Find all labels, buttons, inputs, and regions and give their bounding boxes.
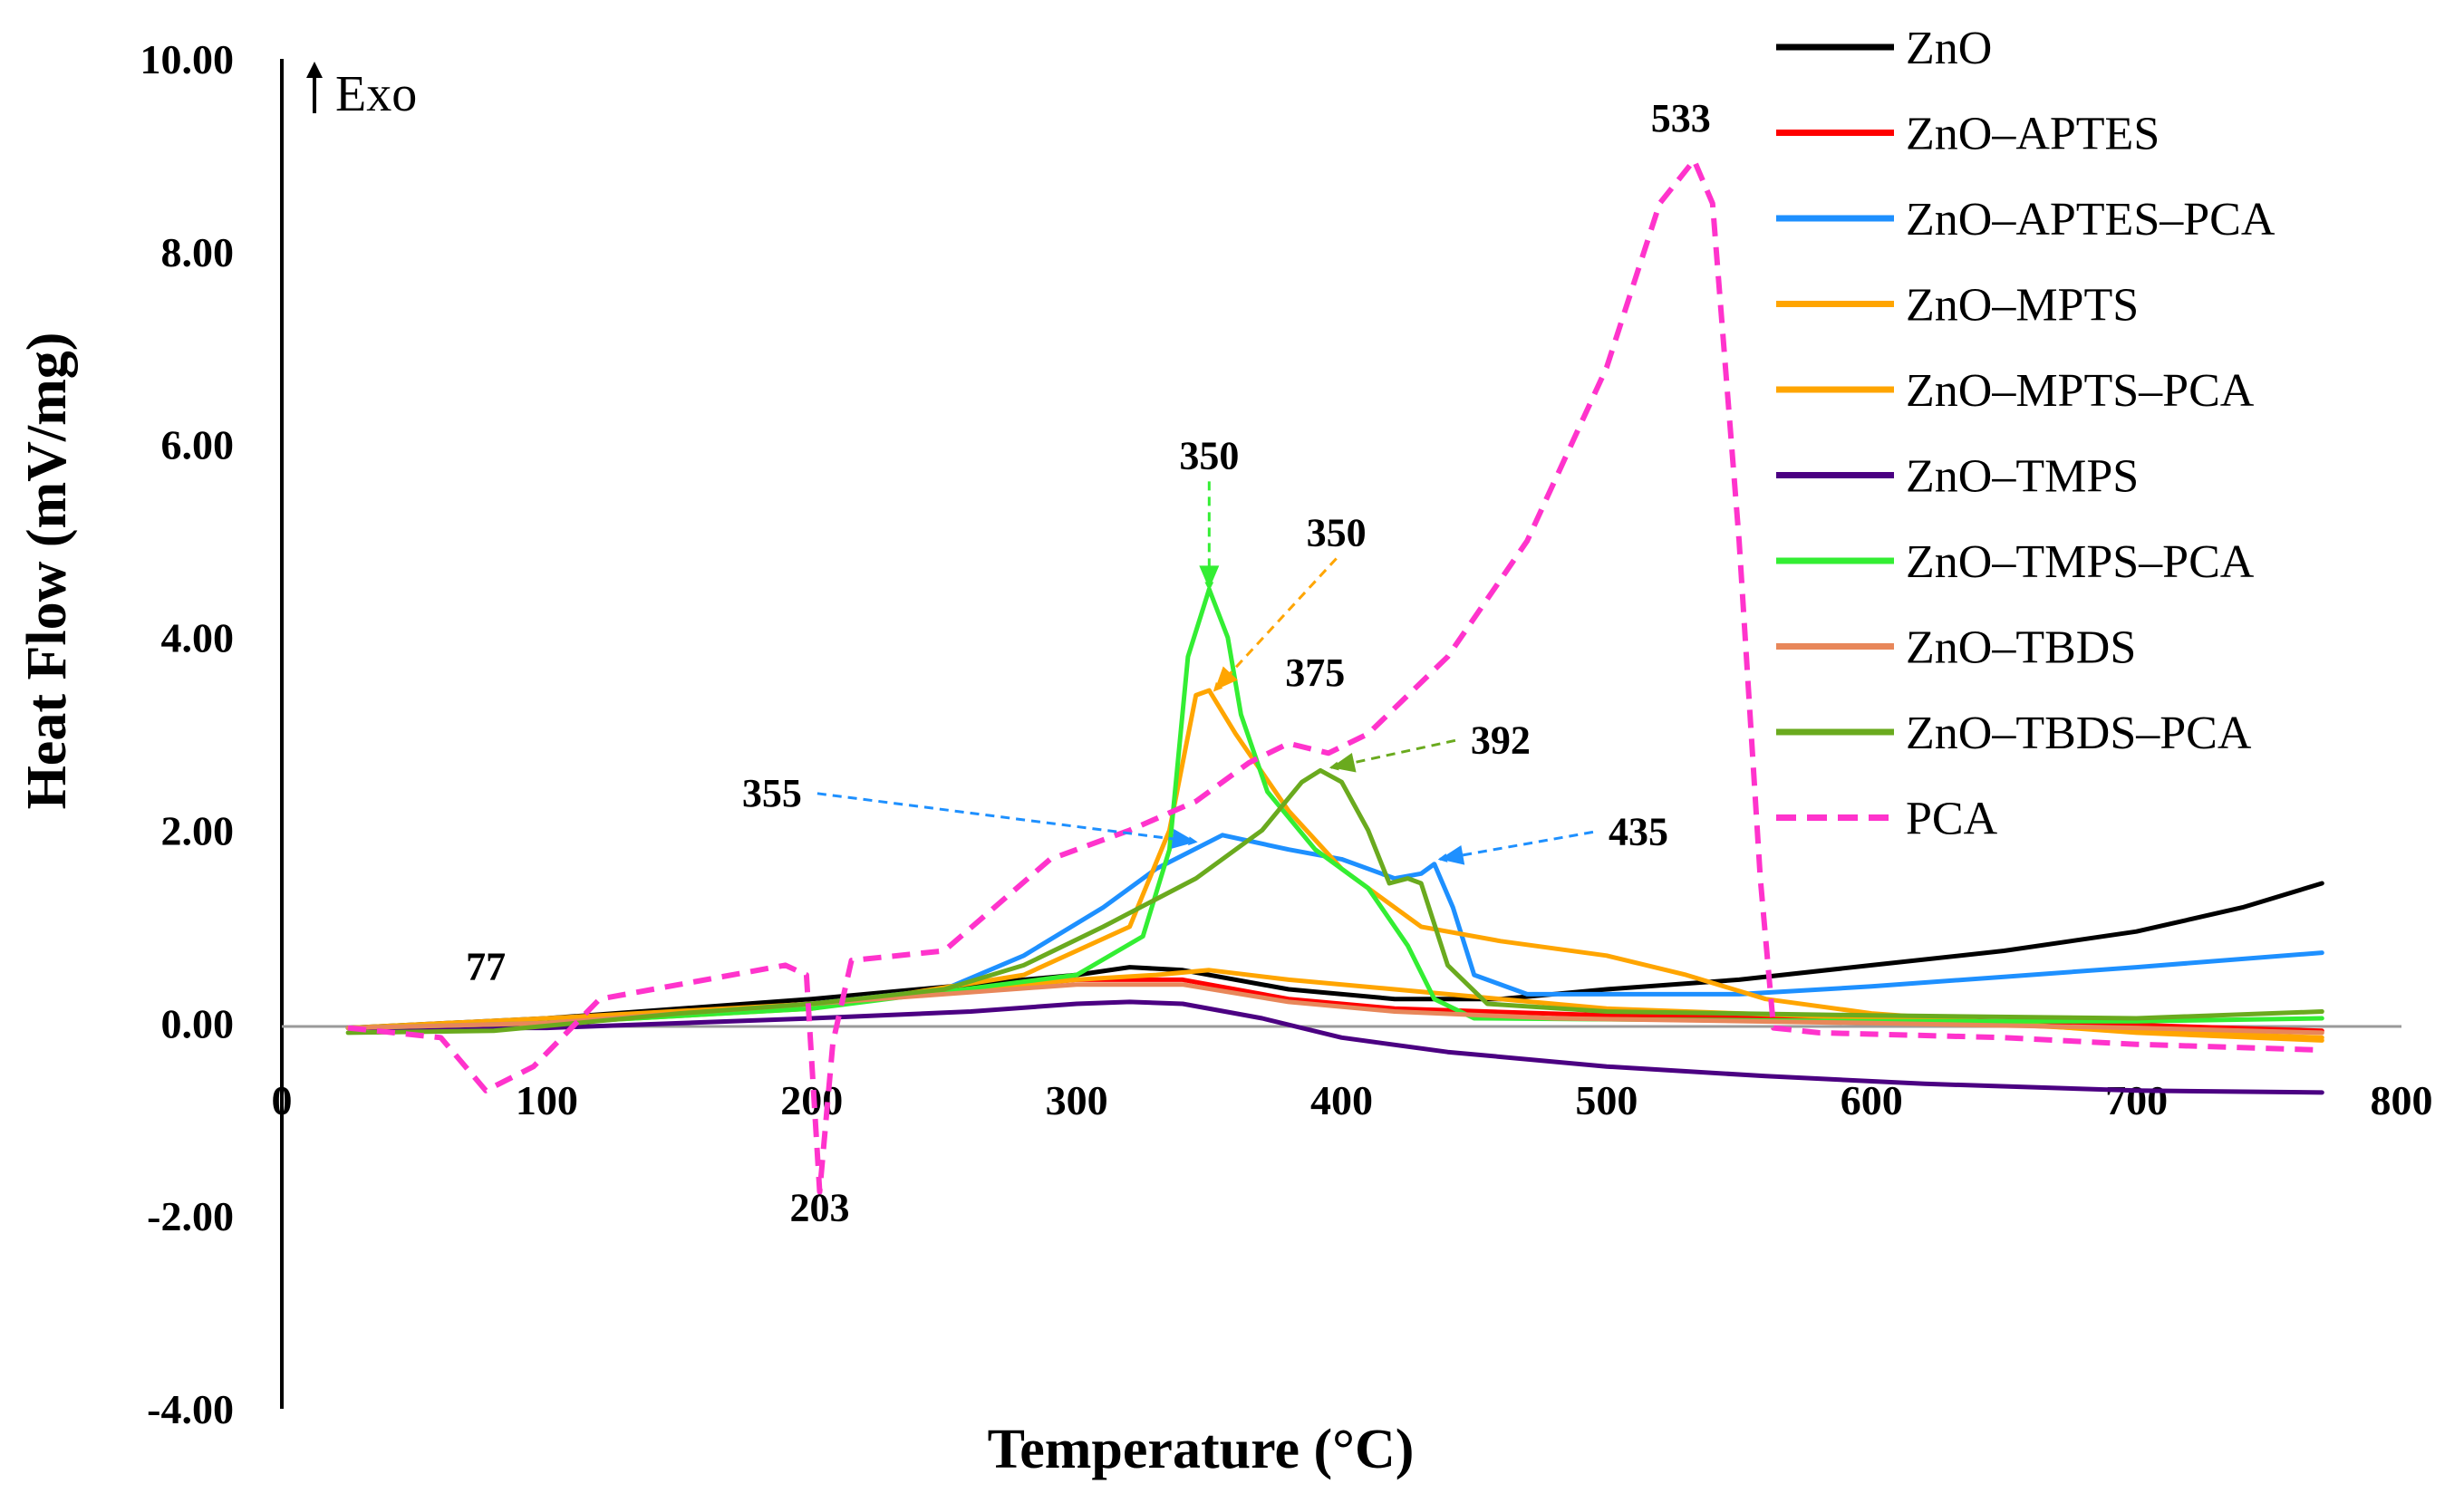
y-tick-label: 10.00 bbox=[140, 36, 235, 82]
x-axis-title: Temperature (°C) bbox=[988, 1419, 1415, 1480]
annotation-arrowhead-icon bbox=[1199, 565, 1220, 590]
y-tick-label: 4.00 bbox=[161, 615, 235, 661]
annotation-arrow-icon bbox=[817, 792, 1198, 846]
x-tick-label: 500 bbox=[1575, 1077, 1638, 1123]
annotation-arrowhead-icon bbox=[1214, 666, 1238, 691]
annotation-label: 375 bbox=[1285, 650, 1345, 695]
annotation-label: 355 bbox=[742, 771, 802, 815]
annotation-label: 77 bbox=[466, 944, 506, 988]
exo-arrowhead-icon bbox=[306, 62, 323, 78]
legend-label: ZnO–MPTS–PCA bbox=[1906, 365, 2255, 417]
annotation-label: 533 bbox=[1651, 96, 1711, 140]
series-line-zno-tbds-pca bbox=[345, 767, 2324, 1036]
legend-label: ZnO–APTES bbox=[1906, 109, 2160, 160]
annotation-arrow-icon bbox=[1329, 738, 1456, 771]
annotation-arrowhead-icon bbox=[1330, 752, 1357, 773]
x-tick-label: 600 bbox=[1841, 1077, 1903, 1123]
x-tick-label: 100 bbox=[516, 1077, 578, 1123]
x-tick-labels: 0 100 200 300 400 500 600 700 800 bbox=[272, 1077, 2433, 1123]
y-tick-label: 2.00 bbox=[161, 807, 235, 853]
legend-label: ZnO–APTES–PCA bbox=[1906, 194, 2276, 246]
annotation-label: 392 bbox=[1471, 718, 1531, 762]
series-line-zno-mpts-pca bbox=[345, 688, 2324, 1043]
legend-label: PCA bbox=[1906, 794, 1998, 845]
legend: ZnO ZnO–APTES ZnO–APTES–PCA ZnO–MPTS ZnO–MPT… bbox=[1776, 23, 2276, 845]
x-tick-label: 400 bbox=[1310, 1077, 1373, 1123]
legend-label: ZnO–TMPS bbox=[1906, 451, 2139, 503]
series-line-zno-tmps bbox=[345, 999, 2324, 1095]
x-tick-label: 300 bbox=[1046, 1077, 1108, 1123]
legend-label: ZnO–MPTS bbox=[1906, 280, 2139, 332]
exo-label: Exo bbox=[335, 66, 417, 122]
annotation-arrowhead-icon bbox=[1439, 844, 1465, 865]
legend-label: ZnO–TMPS–PCA bbox=[1906, 536, 2255, 588]
annotation-label: 350 bbox=[1307, 510, 1367, 554]
annotations: 77 203 350 350 375 392 355 435 533 bbox=[466, 96, 1711, 1230]
annotation-label: 435 bbox=[1609, 809, 1668, 853]
annotation-arrowhead-icon bbox=[1171, 828, 1196, 849]
annotation-label: 203 bbox=[790, 1185, 850, 1229]
y-tick-label: -4.00 bbox=[147, 1386, 234, 1432]
annotation-arrow-icon bbox=[1437, 830, 1594, 862]
legend-label: ZnO bbox=[1906, 23, 1992, 74]
y-tick-label: 6.00 bbox=[161, 422, 235, 468]
y-tick-labels: -4.00 -2.00 0.00 2.00 4.00 6.00 8.00 10.00 bbox=[140, 36, 235, 1432]
series-line-zno-aptes-pca bbox=[345, 833, 2324, 1031]
exo-indicator: Exo bbox=[306, 62, 417, 122]
y-tick-label: -2.00 bbox=[147, 1193, 234, 1239]
series-line-zno-tmps-pca bbox=[345, 586, 2324, 1031]
legend-label: ZnO–TBDS bbox=[1906, 622, 2136, 674]
x-tick-label: 800 bbox=[2371, 1077, 2433, 1123]
series-lines bbox=[345, 157, 2324, 1195]
x-tick-label: 0 bbox=[272, 1077, 293, 1123]
legend-label: ZnO–TBDS–PCA bbox=[1906, 708, 2252, 759]
y-tick-label: 8.00 bbox=[161, 229, 235, 275]
annotation-label: 350 bbox=[1179, 433, 1239, 477]
y-tick-label: 0.00 bbox=[161, 1000, 235, 1046]
series-line-pca bbox=[347, 157, 2323, 1195]
y-axis-title: Heat Flow (mV/mg) bbox=[16, 332, 78, 810]
x-tick-label: 700 bbox=[2105, 1077, 2168, 1123]
